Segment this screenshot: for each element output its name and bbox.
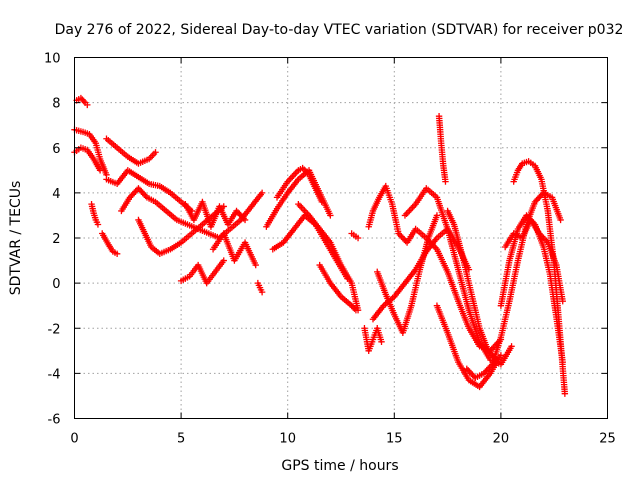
data-point [258,288,266,296]
data-point [508,343,515,350]
data-point [557,216,564,224]
data-points-layer [71,94,569,397]
x-tick-label: 15 [386,432,403,447]
data-point [96,167,104,174]
series-track-s [348,230,362,242]
data-point [442,178,449,185]
y-tick-label: 6 [52,142,60,157]
data-point [378,338,385,345]
y-tick-label: -2 [48,322,61,337]
data-point [559,297,566,305]
data-point [94,221,102,228]
y-tick-label: 10 [44,52,61,67]
series-track-d [88,200,102,228]
data-point [241,216,249,224]
data-point [561,390,569,397]
x-tick-label: 25 [599,432,616,447]
y-tick-label: -4 [48,367,61,382]
series-track-t [361,325,385,355]
data-point [220,257,227,264]
x-tick-label: 5 [177,432,185,447]
series-track-f [103,135,159,167]
series-track-r [316,261,360,314]
series-track-h [118,185,266,242]
x-tick-label: 10 [279,432,296,447]
series-track-aa [444,207,500,364]
x-tick-label: 20 [493,432,510,447]
series-track-ae [501,216,566,305]
data-point [318,198,326,206]
series-track-o [273,164,326,206]
series-track-w [374,212,441,336]
data-point [252,261,259,269]
data-point [84,101,91,109]
x-tick-label: 0 [70,432,78,447]
y-tick-label: 4 [52,187,60,202]
series-track-j [177,257,227,287]
series-track-m [254,279,266,296]
data-point [113,250,121,257]
series-track-y [435,112,449,185]
series-track-c [71,144,104,174]
x-axis-title: GPS time / hours [281,458,398,474]
y-axis-title: SDTVAR / TECUs [8,181,24,296]
series-track-k [182,198,249,230]
data-point [258,189,266,197]
series-track-q [295,200,362,314]
data-point [354,234,362,242]
series-track-e [99,230,121,257]
data-point [152,149,159,156]
y-tick-label: -6 [48,413,61,428]
series-track-x [401,185,515,368]
data-point [433,212,441,219]
data-point [327,212,334,219]
tick-layer: 0 5 10 15 20 25 -6 -4 -2 0 2 4 6 8 10 [44,52,616,447]
data-point [497,352,505,359]
chart-title: Day 276 of 2022, Sidereal Day-to-day VTE… [55,22,624,38]
y-tick-label: 8 [52,97,60,112]
series-track-a [73,94,91,109]
series-track-u [365,182,505,355]
y-tick-label: 0 [52,277,60,292]
series-track-l [209,230,259,269]
y-tick-label: 2 [52,232,60,247]
data-point [352,307,360,314]
grid-layer [74,57,608,419]
